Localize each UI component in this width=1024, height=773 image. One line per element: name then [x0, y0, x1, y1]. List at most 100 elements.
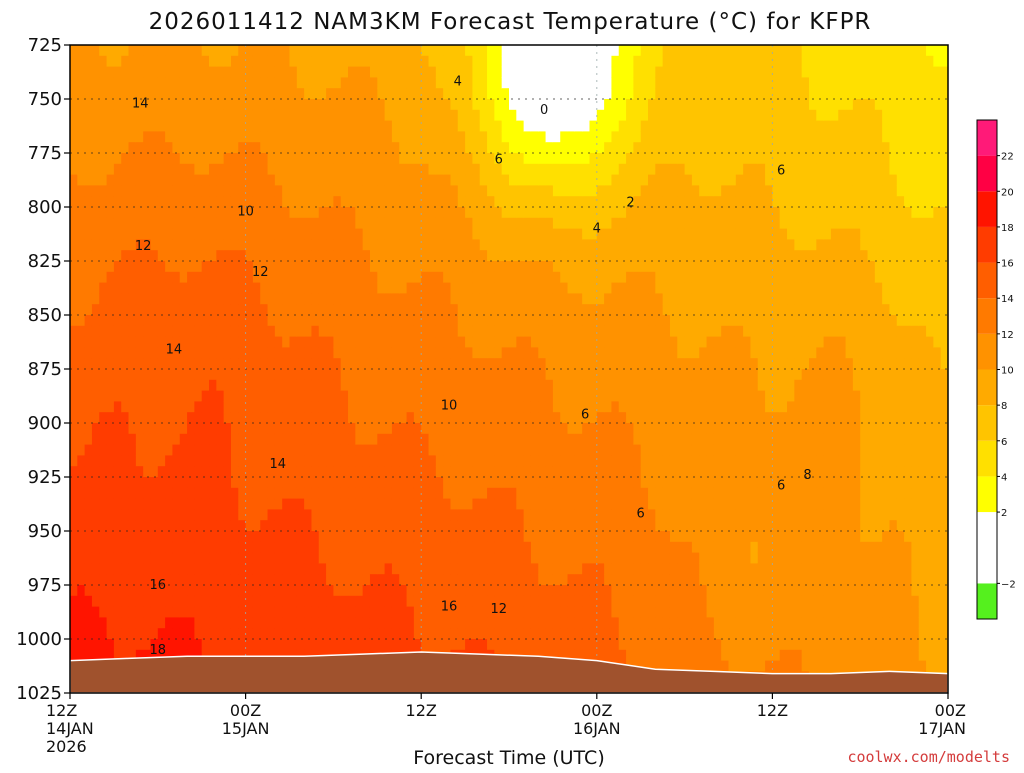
field-cell — [560, 99, 569, 111]
field-cell — [626, 466, 634, 478]
field-cell — [223, 477, 232, 489]
field-cell — [179, 250, 188, 262]
field-cell — [377, 477, 386, 489]
field-cell — [209, 369, 217, 381]
field-cell — [479, 88, 488, 100]
field-cell — [70, 574, 78, 586]
field-cell — [487, 250, 495, 262]
field-cell — [260, 423, 269, 435]
field-cell — [99, 595, 108, 608]
field-cell — [545, 617, 554, 629]
field-cell — [91, 293, 100, 305]
field-cell — [421, 531, 430, 543]
field-cell — [201, 336, 210, 348]
field-cell — [179, 109, 188, 122]
field-cell — [84, 153, 93, 165]
field-cell — [209, 250, 217, 262]
field-cell — [282, 617, 291, 629]
field-cell — [267, 66, 276, 78]
field-cell — [179, 379, 188, 392]
field-cell — [340, 120, 349, 132]
field-cell — [435, 433, 444, 446]
field-cell — [84, 606, 93, 618]
field-cell — [99, 271, 108, 284]
field-cell — [348, 109, 356, 122]
field-cell — [662, 250, 671, 262]
field-cell — [318, 55, 327, 68]
field-cell — [304, 520, 313, 532]
field-cell — [501, 293, 510, 305]
field-cell — [662, 520, 671, 532]
field-cell — [296, 358, 305, 370]
field-cell — [238, 217, 247, 230]
field-cell — [479, 369, 488, 381]
field-cell — [662, 574, 671, 586]
field-cell — [552, 498, 561, 510]
field-cell — [157, 379, 166, 392]
field-cell — [135, 585, 144, 597]
field-cell — [348, 185, 356, 197]
field-cell — [128, 88, 137, 100]
field-cell — [472, 77, 481, 89]
field-cell — [384, 250, 393, 262]
field-cell — [516, 563, 525, 575]
field-cell — [84, 239, 93, 251]
field-cell — [362, 606, 371, 618]
field-cell — [399, 498, 408, 510]
field-cell — [252, 649, 261, 662]
field-cell — [70, 207, 78, 219]
field-cell — [311, 250, 320, 262]
field-cell — [172, 444, 181, 456]
field-cell — [567, 401, 576, 413]
field-cell — [245, 563, 254, 575]
field-cell — [223, 390, 232, 402]
field-cell — [282, 163, 291, 176]
field-cell — [567, 606, 576, 618]
field-cell — [501, 487, 510, 500]
field-cell — [626, 595, 634, 608]
field-cell — [99, 369, 108, 381]
field-cell — [640, 509, 649, 521]
field-cell — [84, 455, 93, 467]
field-cell — [113, 88, 122, 100]
field-cell — [611, 239, 620, 251]
field-cell — [560, 185, 569, 197]
field-cell — [391, 271, 400, 284]
field-cell — [669, 336, 678, 348]
field-cell — [413, 77, 422, 89]
field-cell — [121, 120, 130, 132]
field-cell — [99, 336, 108, 348]
field-cell — [70, 250, 78, 262]
field-cell — [406, 163, 415, 176]
field-cell — [669, 207, 678, 219]
field-cell — [567, 120, 576, 132]
field-cell — [128, 487, 137, 500]
field-cell — [77, 207, 86, 219]
field-cell — [187, 271, 195, 284]
field-cell — [655, 509, 664, 521]
field-cell — [633, 55, 642, 68]
field-cell — [479, 574, 488, 586]
field-cell — [479, 444, 488, 456]
field-cell — [91, 207, 100, 219]
field-cell — [157, 401, 166, 413]
field-cell — [128, 563, 137, 575]
field-cell — [143, 401, 152, 413]
field-cell — [450, 120, 459, 132]
field-cell — [223, 153, 232, 165]
field-cell — [267, 541, 276, 554]
field-cell — [640, 163, 649, 176]
field-cell — [282, 250, 291, 262]
field-cell — [604, 628, 613, 640]
field-cell — [311, 606, 320, 618]
field-cell — [165, 347, 174, 359]
field-cell — [596, 315, 605, 327]
field-cell — [187, 261, 195, 273]
field-cell — [501, 455, 510, 467]
field-cell — [399, 304, 408, 316]
field-cell — [304, 455, 313, 467]
field-cell — [340, 552, 349, 564]
field-cell — [428, 261, 437, 273]
field-cell — [318, 293, 327, 305]
field-cell — [245, 336, 254, 348]
